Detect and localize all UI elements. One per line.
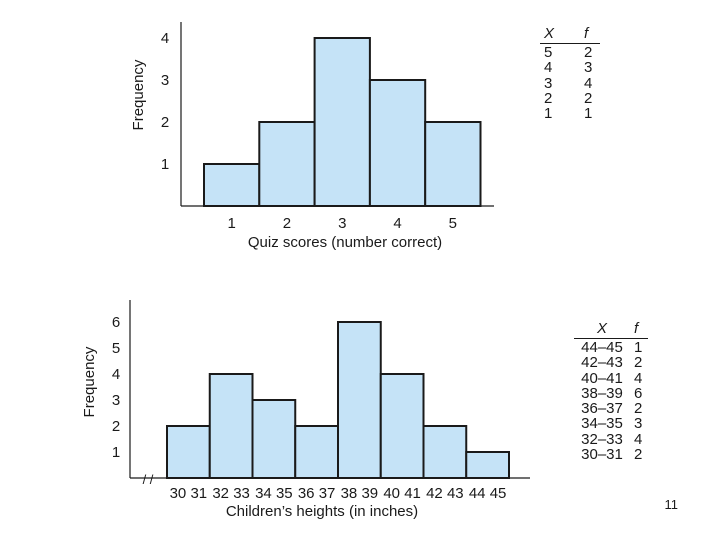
x-axis-title: Quiz scores (number correct) bbox=[248, 234, 442, 251]
table-header-f: f bbox=[634, 320, 639, 337]
table-cell-x: 38–39 bbox=[581, 384, 623, 402]
x-tick-label: 5 bbox=[449, 215, 457, 232]
table-cell-x: 30–31 bbox=[581, 446, 623, 464]
x-tick-label: 32 33 bbox=[212, 485, 250, 502]
y-tick-label: 4 bbox=[161, 30, 169, 47]
x-tick-label: 34 35 bbox=[255, 485, 293, 502]
x-tick-label: 4 bbox=[393, 215, 401, 232]
x-tick-label: 38 39 bbox=[341, 485, 379, 502]
table-header-x: X bbox=[596, 320, 607, 337]
table-header-x: X bbox=[544, 25, 555, 42]
x-tick-label: 36 37 bbox=[298, 485, 336, 502]
histogram-bar bbox=[166, 425, 211, 479]
table-row: 34–35 3 bbox=[574, 415, 648, 433]
histogram-bar bbox=[203, 163, 261, 207]
table-cell-f: 1 bbox=[584, 105, 593, 123]
table-header-f: f bbox=[584, 25, 589, 42]
table-row: 40–41 4 bbox=[574, 369, 648, 387]
table-cell-f: 6 bbox=[634, 384, 643, 402]
table-cell-x: 4 bbox=[544, 59, 553, 77]
histogram-bar bbox=[337, 321, 382, 479]
y-tick-label: 2 bbox=[112, 418, 120, 435]
y-tick-label: 2 bbox=[161, 114, 169, 131]
histogram-bar bbox=[465, 451, 510, 479]
y-axis-title: Frequency bbox=[81, 346, 98, 417]
table-cell-f: 2 bbox=[634, 400, 643, 418]
x-tick-label: 40 41 bbox=[383, 485, 421, 502]
histogram-bar bbox=[294, 425, 339, 479]
histogram-bar bbox=[422, 425, 468, 479]
table-cell-x: 42–43 bbox=[581, 354, 623, 372]
table-cell-x: 44–45 bbox=[581, 339, 623, 356]
table-cell-f: 2 bbox=[584, 44, 593, 61]
y-tick-label: 3 bbox=[112, 392, 120, 409]
table-row: 44–45 1 bbox=[574, 339, 648, 356]
table-cell-x: 32–33 bbox=[581, 430, 623, 448]
x-tick-label: 42 43 bbox=[426, 485, 464, 502]
table-cell-f: 2 bbox=[634, 446, 643, 464]
axis-break-mark: / / bbox=[143, 472, 154, 487]
y-tick-label: 1 bbox=[112, 444, 120, 461]
table-row: 38–39 6 bbox=[574, 384, 648, 402]
table-row: 32–33 4 bbox=[574, 430, 648, 448]
x-tick-label: 3 bbox=[338, 215, 346, 232]
x-tick-label: 1 bbox=[227, 215, 235, 232]
y-tick-label: 3 bbox=[161, 72, 169, 89]
table-cell-x: 5 bbox=[544, 44, 553, 61]
table-cell-f: 2 bbox=[634, 354, 643, 372]
table-cell-f: 3 bbox=[584, 59, 593, 77]
x-tick-label: 44 45 bbox=[469, 485, 507, 502]
table-cell-f: 4 bbox=[634, 369, 643, 387]
table-cell-x: 1 bbox=[544, 105, 553, 123]
histogram-bar bbox=[379, 373, 425, 479]
table-row: 30–31 2 bbox=[574, 446, 648, 464]
histogram-bar bbox=[258, 121, 316, 207]
table-cell-x: 36–37 bbox=[581, 400, 623, 418]
y-tick-label: 6 bbox=[112, 314, 120, 331]
x-tick-label: 30 31 bbox=[170, 485, 208, 502]
table-row: 36–37 2 bbox=[574, 400, 648, 418]
x-tick-label: 2 bbox=[283, 215, 291, 232]
table-cell-f: 1 bbox=[634, 339, 643, 356]
histogram-bar bbox=[368, 79, 427, 207]
table-cell-x: 40–41 bbox=[581, 369, 623, 387]
table-cell-f: 2 bbox=[584, 89, 593, 107]
table-cell-x: 2 bbox=[544, 89, 553, 107]
table-row: 42–43 2 bbox=[574, 354, 648, 372]
y-tick-label: 5 bbox=[112, 340, 120, 357]
y-axis-title: Frequency bbox=[130, 59, 147, 130]
histogram-bar bbox=[313, 37, 371, 207]
table-cell-x: 3 bbox=[544, 74, 553, 92]
page-number: 11 bbox=[664, 497, 679, 512]
y-tick-label: 1 bbox=[161, 156, 169, 173]
table-cell-x: 34–35 bbox=[581, 415, 623, 433]
histogram-bar bbox=[424, 121, 482, 207]
x-axis-title: Children’s heights (in inches) bbox=[226, 503, 418, 520]
table-cell-f: 3 bbox=[634, 415, 643, 433]
histogram-bar bbox=[208, 373, 254, 479]
y-tick-label: 4 bbox=[112, 366, 120, 383]
table-cell-f: 4 bbox=[634, 430, 643, 448]
histogram-bar bbox=[251, 399, 297, 479]
table-cell-f: 4 bbox=[584, 74, 593, 92]
